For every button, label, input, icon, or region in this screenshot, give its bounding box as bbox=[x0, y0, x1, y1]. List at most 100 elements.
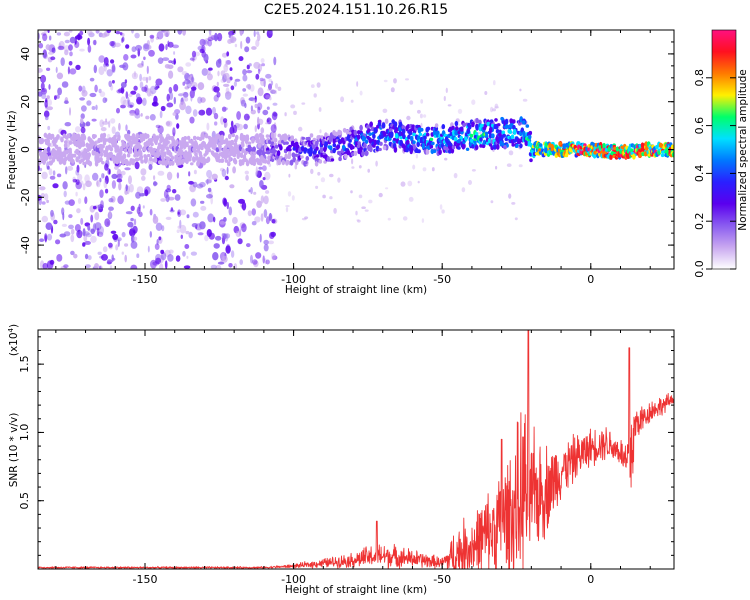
spectrogram-cell bbox=[423, 114, 427, 118]
colorbar-label: Normalized spectral amplitude bbox=[737, 69, 749, 230]
spectrogram-cell bbox=[78, 85, 83, 92]
spectrogram-cell bbox=[258, 166, 263, 170]
spectrogram-cell bbox=[407, 134, 411, 140]
spectrogram-cell bbox=[257, 63, 263, 72]
spectrogram-cell bbox=[124, 79, 128, 84]
spectrogram-cell bbox=[77, 152, 82, 156]
spectrogram-cell bbox=[461, 187, 466, 193]
spectrogram-cell bbox=[348, 131, 352, 135]
spectrogram-cell bbox=[96, 180, 99, 187]
spectrogram-cell bbox=[235, 230, 242, 238]
spectrogram-cell bbox=[148, 76, 152, 81]
spectrogram-cell bbox=[76, 229, 83, 239]
spectrogram-cell bbox=[287, 151, 292, 158]
spectrogram-cell bbox=[136, 253, 140, 258]
spectrogram-cell bbox=[99, 91, 106, 97]
spectrogram-cell bbox=[99, 226, 104, 235]
spectrogram-cell bbox=[227, 133, 232, 140]
snr-panel: -150 -100 -50 0 0.5 1.0 1.5 Height of straigh… bbox=[7, 324, 675, 596]
spectrogram-cell bbox=[75, 156, 79, 163]
spectrogram-cell bbox=[206, 73, 213, 81]
spectrogram-cell bbox=[257, 116, 260, 125]
spectrogram-cell bbox=[236, 150, 241, 156]
spectrogram-cell bbox=[83, 231, 90, 236]
spectrogram-cell bbox=[490, 200, 494, 204]
spectrogram-cell bbox=[91, 118, 97, 122]
spectrogram-cell bbox=[60, 265, 67, 269]
spectrogram-cell bbox=[439, 204, 443, 210]
spectrogram-cell bbox=[289, 159, 294, 166]
tick-label: 0.2 bbox=[693, 212, 706, 230]
spectrogram-cell bbox=[389, 131, 394, 139]
spectrogram-cell bbox=[181, 71, 188, 76]
spectrogram-cell bbox=[271, 252, 276, 261]
spectrogram-cell bbox=[236, 111, 242, 120]
spectrogram-cell bbox=[41, 92, 47, 100]
spectrogram-cell bbox=[356, 219, 360, 222]
spectrogram-cell bbox=[70, 250, 75, 256]
spectrogram-cell bbox=[43, 110, 50, 118]
spectrogram-cell bbox=[61, 223, 67, 227]
spectrogram-cell bbox=[234, 78, 241, 82]
spectrogram-cell bbox=[53, 153, 58, 159]
spectrogram-cell bbox=[190, 86, 197, 91]
spectrogram-cell bbox=[204, 234, 209, 242]
spectrogram-cell bbox=[247, 141, 252, 145]
spectrogram-cell bbox=[260, 213, 264, 222]
spectrogram-cell bbox=[412, 132, 416, 137]
spectrogram-cell bbox=[529, 158, 533, 163]
spectrogram-cell bbox=[363, 142, 367, 149]
spectrogram-cell bbox=[431, 167, 435, 172]
spectrogram-cell bbox=[85, 233, 92, 238]
spectrogram-cell bbox=[304, 147, 308, 152]
spectrogram-cell bbox=[149, 34, 155, 39]
spectrogram-cell bbox=[153, 157, 158, 164]
spectrogram-cell bbox=[63, 264, 69, 269]
spectrogram-cell bbox=[268, 30, 274, 35]
spectrogram-cell bbox=[135, 133, 139, 139]
spectrogram-cell bbox=[314, 161, 319, 167]
spectrogram-cell bbox=[382, 108, 388, 114]
spectrogram-cell bbox=[288, 144, 292, 148]
spectrogram-cell bbox=[186, 135, 191, 141]
spectrogram-cell bbox=[80, 154, 84, 159]
spectrogram-cell bbox=[356, 81, 359, 87]
spectrogram-cell bbox=[122, 62, 129, 71]
tick-label: 1.5 bbox=[18, 355, 31, 373]
spectrogram-cell bbox=[268, 212, 272, 221]
spectrogram-cell bbox=[42, 262, 49, 269]
spectrogram-cell bbox=[375, 160, 378, 167]
spectrogram-cell bbox=[416, 141, 421, 148]
spectrogram-cell bbox=[99, 177, 102, 183]
spectrogram-cell bbox=[184, 244, 190, 249]
spectrogram-cell bbox=[185, 141, 189, 148]
spectrogram-cell bbox=[127, 129, 131, 135]
spectrogram-cell bbox=[93, 134, 97, 139]
spectrogram-cell bbox=[198, 109, 206, 116]
spectrogram-cell bbox=[245, 134, 249, 139]
spectrogram-cell bbox=[100, 33, 108, 38]
spectrogram-cell bbox=[99, 156, 103, 163]
spectrogram-cell bbox=[112, 156, 117, 163]
spectrogram-cell bbox=[52, 183, 59, 189]
spectrogram-cell bbox=[253, 260, 259, 268]
spectrogram-cell bbox=[182, 250, 186, 257]
spectrogram-cell bbox=[134, 108, 140, 116]
spectrogram-cell bbox=[265, 122, 270, 125]
spectrogram-cell bbox=[385, 187, 389, 190]
tick-label: 0.4 bbox=[693, 165, 706, 183]
spectrogram-cell bbox=[98, 55, 105, 63]
spectrogram-cell bbox=[288, 148, 292, 152]
spectrogram-cell bbox=[92, 205, 97, 210]
spectrogram-cell bbox=[50, 133, 55, 139]
spectrogram-cell bbox=[207, 148, 212, 153]
spectrogram-cell bbox=[248, 189, 251, 193]
spectrogram-cell bbox=[355, 210, 358, 216]
spectrogram-cell bbox=[602, 142, 606, 150]
spectrogram-cell bbox=[127, 99, 131, 107]
spectrogram-cell bbox=[310, 84, 315, 88]
spectrogram-cell bbox=[357, 141, 362, 146]
spectrogram-cell bbox=[345, 129, 350, 133]
spectrogram-cell bbox=[210, 264, 217, 269]
spectrogram-cell bbox=[63, 100, 69, 105]
